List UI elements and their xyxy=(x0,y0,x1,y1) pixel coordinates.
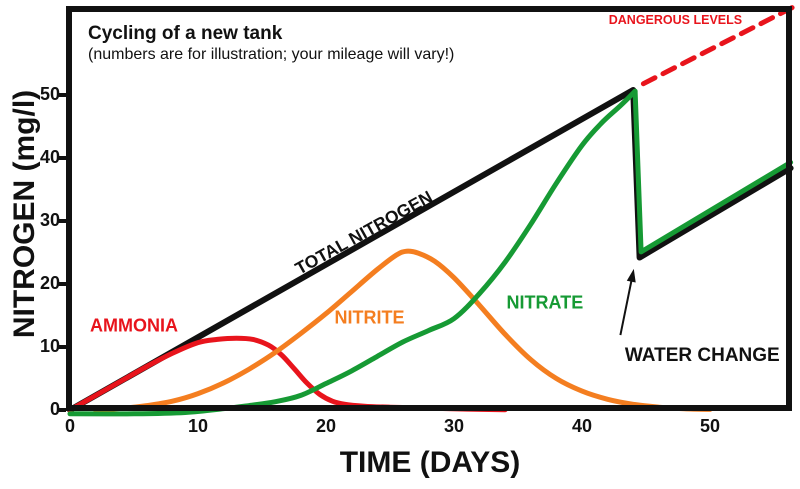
nitrate-after-water-change-curve xyxy=(632,88,794,255)
nitrate-curve-label: NITRATE xyxy=(506,292,584,313)
x-tick-label: 20 xyxy=(315,416,337,436)
dangerous-levels-label: DANGEROUS LEVELS xyxy=(608,13,743,28)
nitrite-curve xyxy=(93,248,713,413)
chart-title-line1: Cycling of a new tank xyxy=(88,23,283,44)
x-tick-label: 40 xyxy=(571,416,593,436)
chart-title: Cycling of a new tank (numbers are for i… xyxy=(88,22,454,65)
water-change-arrowhead xyxy=(626,268,636,283)
y-tick-label: 0 xyxy=(49,399,60,419)
y-tick-label: 30 xyxy=(39,210,60,230)
y-tick-label: 50 xyxy=(39,84,60,104)
x-tick-label: 10 xyxy=(187,416,209,436)
x-tick-label: 30 xyxy=(443,416,465,436)
y-tick-label: 40 xyxy=(39,147,60,167)
nitrite-curve-label: NITRITE xyxy=(334,307,405,328)
water-change-label: WATER CHANGE xyxy=(624,344,780,366)
y-tick-label: 10 xyxy=(39,336,60,356)
dangerous-levels-curve xyxy=(640,4,796,87)
plot-border xyxy=(66,6,792,411)
x-tick-label: 50 xyxy=(699,416,721,436)
ammonia-curve-label: AMMONIA xyxy=(90,315,178,336)
water-change-arrow xyxy=(619,276,634,336)
y-tick-label: 20 xyxy=(39,273,60,293)
x-axis-label: TIME (DAYS) xyxy=(339,446,521,479)
chart-subtitle: (numbers are for illustration; your mile… xyxy=(88,46,455,64)
x-tick-label: 0 xyxy=(64,416,75,436)
